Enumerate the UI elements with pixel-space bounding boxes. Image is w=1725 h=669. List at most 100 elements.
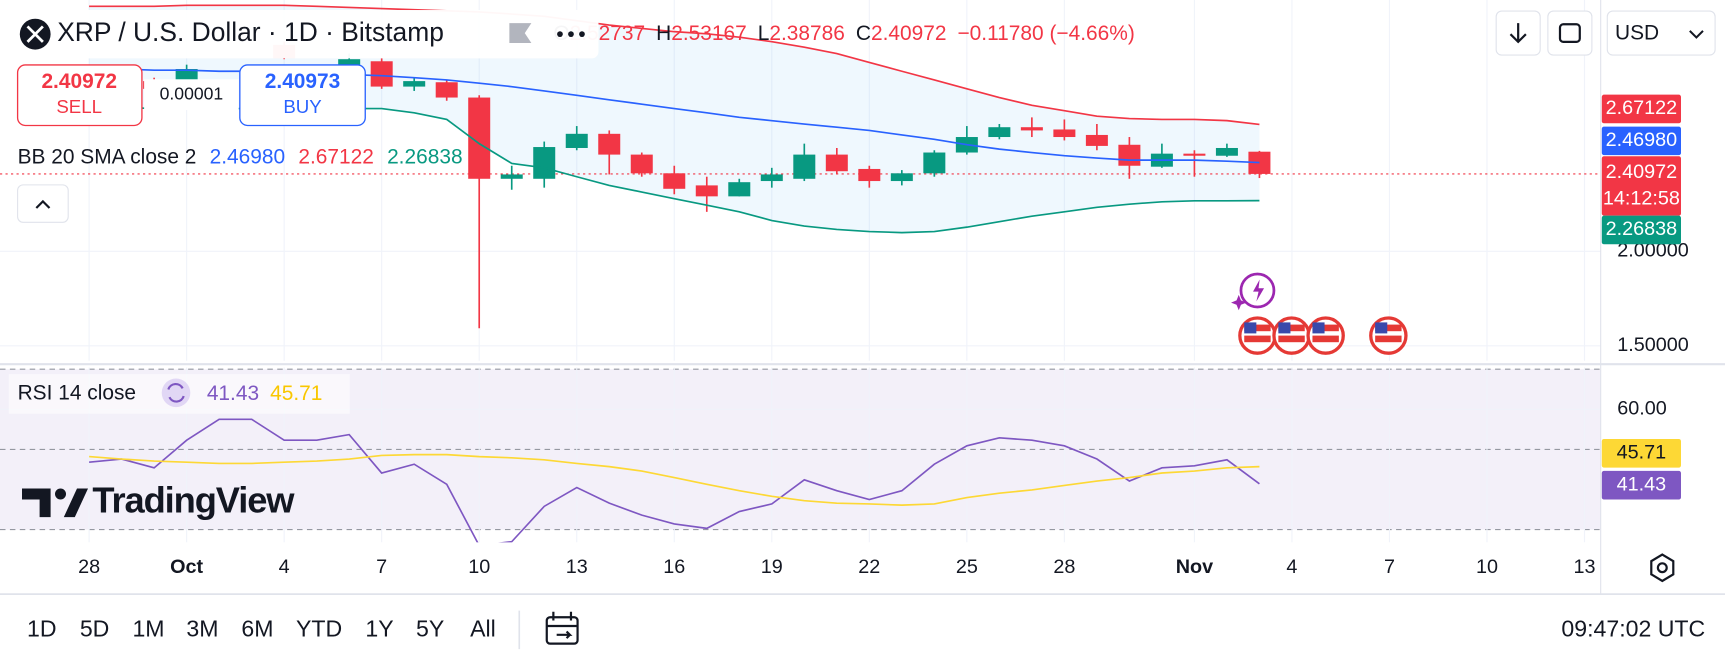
rsi-label: RSI 14 close bbox=[18, 381, 136, 404]
events[interactable] bbox=[1231, 272, 1408, 355]
range-button[interactable]: 5Y bbox=[416, 616, 444, 642]
symbol-title[interactable]: XRP / U.S. Dollar · 1D · Bitstamp bbox=[57, 17, 444, 47]
bb-legend: BB 20 SMA close 2 2.46980 2.67122 2.26838 bbox=[18, 145, 463, 168]
clock: 09:47:02 UTC bbox=[1561, 616, 1705, 642]
bb-lower-label: 2.26838 bbox=[1606, 218, 1678, 240]
candle-body bbox=[338, 59, 361, 65]
x-tick-label: Oct bbox=[170, 556, 203, 578]
watermark: TradingView bbox=[22, 479, 296, 520]
y-tick-label: 1.50000 bbox=[1617, 334, 1689, 356]
sell-price[interactable]: 2.40972 bbox=[41, 70, 117, 93]
range-button[interactable]: 1M bbox=[132, 616, 164, 642]
logo-dot bbox=[55, 488, 67, 500]
collapse-button[interactable] bbox=[17, 184, 69, 223]
x-tick-label: 4 bbox=[1286, 556, 1297, 578]
last-price-label-bg bbox=[1601, 156, 1681, 216]
watermark-text: TradingView bbox=[92, 479, 295, 520]
bb-mid-label-bg bbox=[1601, 126, 1681, 156]
more-menu[interactable] bbox=[557, 31, 585, 38]
candle-body bbox=[1020, 127, 1043, 131]
x-tick-label: 16 bbox=[663, 556, 685, 578]
x-tick-label: 25 bbox=[956, 556, 978, 578]
currency-button[interactable] bbox=[1606, 10, 1716, 56]
x-tick-label: 19 bbox=[761, 556, 783, 578]
calendar-icon[interactable] bbox=[545, 616, 579, 645]
settings-icon-center bbox=[1656, 562, 1668, 574]
axes: 28 Oct 4 7 10 13 16 19 22 25 28 Nov 4 7 10 13 1.50000 2.0… bbox=[78, 94, 1689, 578]
x-tick-label: 28 bbox=[1053, 556, 1075, 578]
sync-button[interactable] bbox=[1547, 10, 1593, 56]
rsi-line bbox=[89, 418, 1260, 543]
range-button[interactable]: 1Y bbox=[365, 616, 393, 642]
range-button[interactable]: YTD bbox=[296, 616, 342, 642]
logo-mark bbox=[22, 488, 51, 518]
candle-body bbox=[630, 154, 653, 174]
candle-body bbox=[403, 81, 426, 87]
toolbar: 1D 5D 1M 3M 6M YTD 1Y 5Y All bbox=[27, 616, 496, 642]
candle-body bbox=[435, 82, 458, 98]
range-button[interactable]: 6M bbox=[241, 616, 273, 642]
x-tick-label: 10 bbox=[1476, 556, 1498, 578]
rsi-sync-icon[interactable] bbox=[161, 378, 191, 408]
x-tick-label: 7 bbox=[1384, 556, 1395, 578]
currency-caret bbox=[1689, 30, 1704, 39]
flag-icon[interactable] bbox=[509, 23, 532, 43]
candle-body bbox=[988, 127, 1011, 138]
download-icon bbox=[1509, 23, 1527, 44]
rsi-sma-line bbox=[89, 453, 1260, 506]
candle-body bbox=[825, 154, 848, 172]
symbol-box[interactable] bbox=[8, 9, 599, 59]
bb-lower-value: 2.26838 bbox=[387, 145, 463, 168]
candle-body bbox=[1248, 151, 1271, 174]
range-button[interactable]: 1D bbox=[27, 616, 57, 642]
currency[interactable]: USD bbox=[1615, 22, 1659, 45]
low-label: L bbox=[758, 22, 770, 45]
bb-upper-value: 2.67122 bbox=[298, 145, 374, 168]
lightning-icon bbox=[1253, 279, 1265, 302]
price-pane bbox=[0, 0, 1601, 361]
last-price-label: 2.40972 bbox=[1606, 161, 1678, 183]
x-tick-label: 7 bbox=[376, 556, 387, 578]
bb-label: BB 20 SMA close 2 bbox=[18, 145, 197, 168]
candle-body bbox=[923, 152, 946, 174]
logo-slash bbox=[63, 488, 89, 518]
change: −0.11780 (−4.66%) bbox=[957, 22, 1134, 45]
range-button[interactable]: 5D bbox=[80, 616, 110, 642]
bb-mid-value: 2.46980 bbox=[210, 145, 286, 168]
rsi-sync-arrows bbox=[167, 382, 185, 403]
rsi-sma-value: 45.71 bbox=[270, 381, 322, 404]
sell-button[interactable] bbox=[16, 64, 143, 127]
candle-body bbox=[598, 133, 621, 155]
candle-body bbox=[1183, 153, 1206, 156]
buy-label[interactable]: BUY bbox=[283, 96, 322, 117]
range-button[interactable]: All bbox=[470, 616, 496, 642]
candle-body bbox=[370, 61, 393, 87]
rsi-label-axis: 41.43 bbox=[1617, 473, 1667, 495]
close-value: 2.40972 bbox=[871, 22, 947, 45]
candle-body bbox=[890, 173, 913, 182]
sell-label[interactable]: SELL bbox=[56, 96, 102, 117]
ohlc: O2.52737H2.53167L2.38786C2.40972−0.11780… bbox=[553, 22, 1134, 45]
buy-button[interactable] bbox=[239, 64, 366, 127]
candle-body bbox=[1085, 134, 1108, 146]
range-button[interactable]: 3M bbox=[186, 616, 218, 642]
x-tick-label: 28 bbox=[78, 556, 100, 578]
high-value: 2.53167 bbox=[671, 22, 747, 45]
bb-upper-label: 2.67122 bbox=[1606, 97, 1678, 119]
flag-events[interactable] bbox=[1238, 316, 1408, 355]
collapse-icon bbox=[35, 199, 51, 209]
x-tick-label: 22 bbox=[858, 556, 880, 578]
candle-body bbox=[663, 173, 686, 189]
y-tick-label: 2.00000 bbox=[1617, 240, 1689, 262]
settings-icon[interactable] bbox=[1650, 553, 1675, 583]
buy-price[interactable]: 2.40973 bbox=[265, 70, 341, 93]
bb-line bbox=[89, 4, 1260, 126]
rsi-sma-label-bg bbox=[1601, 439, 1681, 468]
rsi-value: 41.43 bbox=[207, 381, 259, 404]
candle-body bbox=[793, 154, 816, 179]
spread-box bbox=[144, 79, 239, 111]
rsi-sma-label: 45.71 bbox=[1617, 442, 1667, 464]
candle-body bbox=[1118, 144, 1141, 166]
